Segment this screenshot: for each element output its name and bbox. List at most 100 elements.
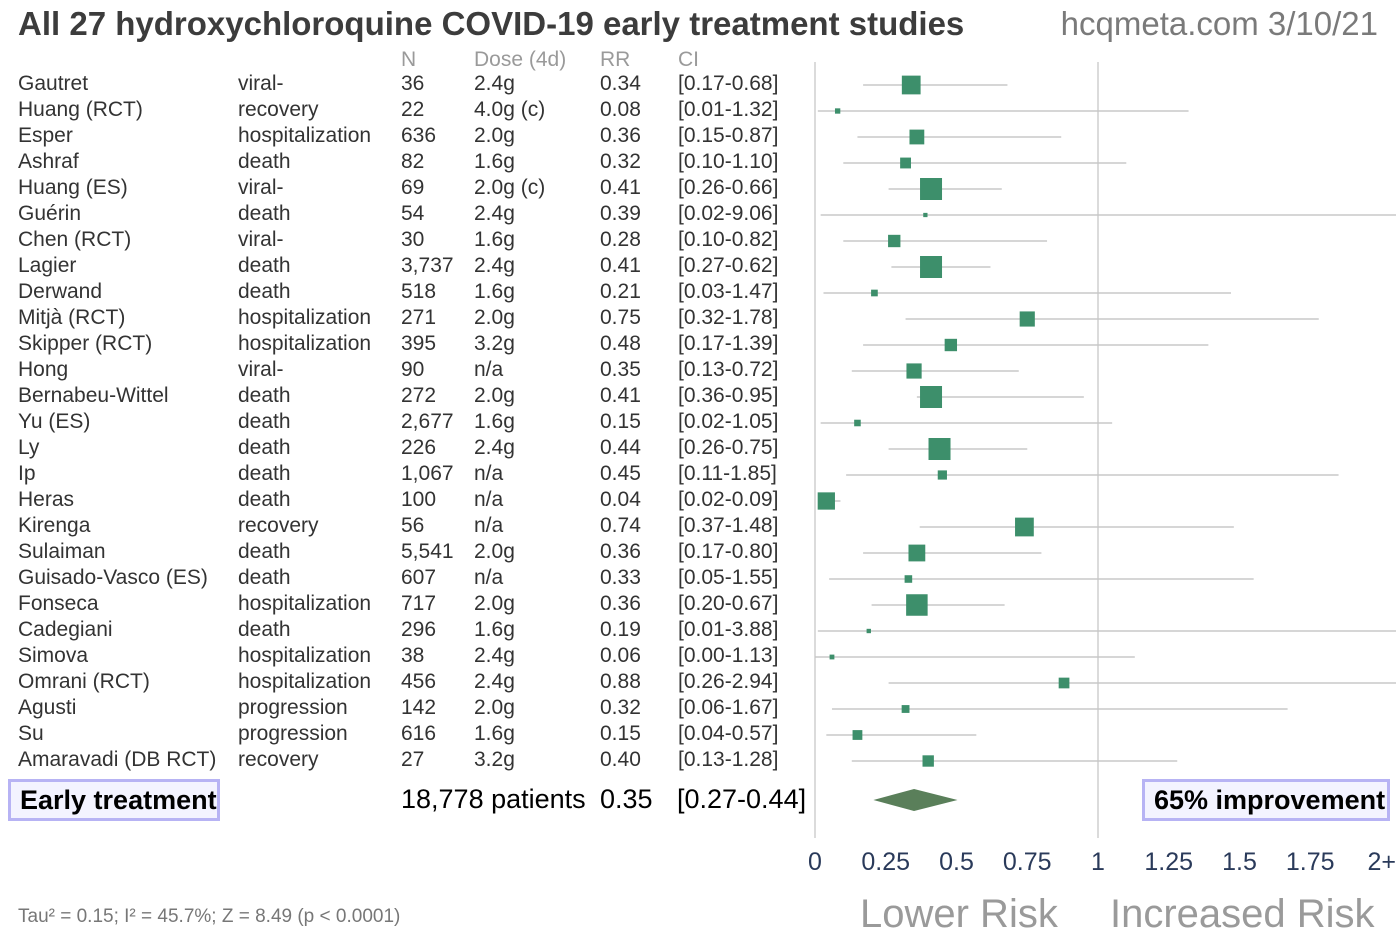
row-rr: 0.41 [600, 176, 641, 199]
row-n: 395 [401, 332, 437, 355]
row-outcome: death [238, 462, 291, 485]
column-header-dose: Dose (4d) [474, 48, 567, 71]
study-marker [1019, 311, 1035, 327]
increased-risk-label: Increased Risk [1110, 892, 1375, 936]
row-rr: 0.74 [600, 514, 641, 537]
row-ci: [0.27-0.62] [678, 254, 779, 277]
row-outcome: death [238, 410, 291, 433]
study-marker [866, 628, 871, 634]
row-n: 456 [401, 670, 437, 693]
row-ci: [0.06-1.67] [678, 696, 779, 719]
study-marker [888, 234, 901, 248]
row-dose: n/a [474, 462, 504, 485]
row-rr: 0.15 [600, 410, 641, 433]
summary-label-box: Early treatment [8, 779, 220, 821]
row-ci: [0.03-1.47] [678, 280, 779, 303]
row-outcome: death [238, 488, 291, 511]
row-rr: 0.08 [600, 98, 641, 121]
heterogeneity-stats: Tau² = 0.15; I² = 45.7%; Z = 8.49 (p < 0… [18, 906, 401, 927]
summary-rr: 0.35 [600, 784, 653, 814]
row-n: 271 [401, 306, 437, 329]
row-outcome: hospitalization [238, 306, 372, 329]
row-ci: [0.02-9.06] [678, 202, 779, 225]
row-rr: 0.06 [600, 644, 641, 667]
row-outcome: recovery [238, 98, 319, 121]
summary-ci: [0.27-0.44] [677, 784, 807, 814]
row-outcome: death [238, 280, 291, 303]
row-outcome: progression [238, 722, 348, 745]
row-study: Gautret [18, 72, 89, 95]
row-n: 1,067 [401, 462, 454, 485]
row-rr: 0.75 [600, 306, 641, 329]
row-n: 82 [401, 150, 425, 173]
row-ci: [0.01-3.88] [678, 618, 779, 641]
row-outcome: recovery [238, 514, 319, 537]
study-marker [944, 338, 958, 352]
row-ci: [0.26-0.75] [678, 436, 779, 459]
row-outcome: death [238, 618, 291, 641]
row-rr: 0.88 [600, 670, 641, 693]
row-outcome: viral- [238, 176, 284, 199]
row-n: 142 [401, 696, 437, 719]
study-marker [920, 256, 943, 278]
row-study: Kirenga [18, 514, 91, 537]
study-marker [834, 108, 841, 114]
row-rr: 0.48 [600, 332, 641, 355]
row-n: 616 [401, 722, 437, 745]
study-marker [901, 705, 910, 713]
row-rr: 0.36 [600, 540, 641, 563]
row-ci: [0.17-1.39] [678, 332, 779, 355]
study-marker [920, 178, 943, 200]
row-study: Bernabeu-Wittel [18, 384, 169, 407]
row-rr: 0.21 [600, 280, 641, 303]
row-study: Hong [18, 358, 69, 381]
row-ci: [0.00-1.13] [678, 644, 779, 667]
row-dose: 1.6g [474, 618, 515, 641]
study-marker [829, 654, 835, 660]
row-rr: 0.04 [600, 488, 641, 511]
row-rr: 0.32 [600, 696, 641, 719]
row-n: 3,737 [401, 254, 454, 277]
row-ci: [0.10-1.10] [678, 150, 779, 173]
row-n: 54 [401, 202, 425, 225]
row-n: 56 [401, 514, 425, 537]
column-header-ci: CI [678, 48, 699, 71]
row-dose: 2.4g [474, 72, 515, 95]
row-dose: 2.4g [474, 436, 515, 459]
row-dose: 2.0g [474, 592, 515, 615]
row-dose: 2.4g [474, 254, 515, 277]
row-study: Ashraf [18, 150, 79, 173]
row-outcome: hospitalization [238, 670, 372, 693]
row-ci: [0.37-1.48] [678, 514, 779, 537]
row-study: Agusti [18, 696, 77, 719]
row-study: Esper [18, 124, 73, 147]
column-header-rr: RR [600, 48, 631, 71]
row-outcome: hospitalization [238, 644, 372, 667]
study-marker [817, 492, 835, 510]
study-marker [923, 212, 928, 218]
row-n: 30 [401, 228, 425, 251]
summary-patients: 18,778 patients [401, 784, 586, 814]
row-rr: 0.28 [600, 228, 641, 251]
row-rr: 0.35 [600, 358, 641, 381]
study-marker [906, 594, 928, 616]
row-dose: n/a [474, 566, 504, 589]
row-dose: 2.4g [474, 202, 515, 225]
row-rr: 0.19 [600, 618, 641, 641]
row-n: 2,677 [401, 410, 454, 433]
row-rr: 0.40 [600, 748, 641, 771]
study-marker [937, 470, 947, 480]
row-ci: [0.13-0.72] [678, 358, 779, 381]
row-outcome: hospitalization [238, 124, 372, 147]
row-outcome: death [238, 566, 291, 589]
row-dose: 4.0g (c) [474, 98, 546, 121]
chart-title: All 27 hydroxychloroquine COVID-19 early… [18, 5, 965, 42]
row-study: Mitjà (RCT) [18, 306, 126, 329]
row-outcome: death [238, 202, 291, 225]
x-tick-label: 1 [1091, 848, 1105, 876]
row-n: 27 [401, 748, 425, 771]
row-dose: n/a [474, 488, 504, 511]
x-tick-label: 0.25 [861, 848, 910, 876]
row-outcome: viral- [238, 228, 284, 251]
